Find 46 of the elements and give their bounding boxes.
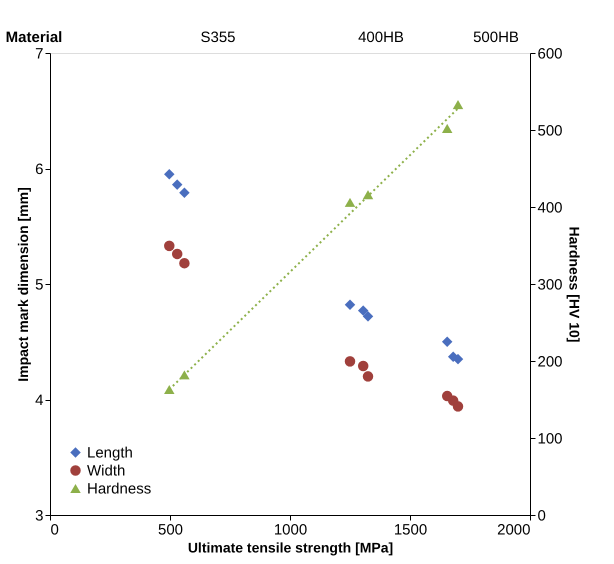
point bbox=[172, 179, 182, 190]
point bbox=[442, 124, 452, 133]
y-tick-label: 3 bbox=[35, 508, 44, 524]
y-tick-label: 4 bbox=[35, 392, 44, 409]
y2-tick-label: 200 bbox=[538, 354, 563, 370]
text: Material bbox=[6, 29, 62, 46]
text: 500HB bbox=[473, 29, 519, 46]
y-tick-label: 5 bbox=[35, 276, 44, 294]
point bbox=[172, 248, 182, 260]
y-tick-label: 6 bbox=[35, 161, 44, 178]
y2-tick-label: 0 bbox=[538, 508, 546, 524]
y2-tick-label: 100 bbox=[538, 430, 563, 448]
point bbox=[442, 336, 452, 347]
point bbox=[452, 100, 464, 110]
legend-label: Hardness bbox=[87, 480, 152, 498]
point bbox=[164, 384, 175, 394]
legend-label: Length bbox=[87, 444, 133, 462]
x-axis-title: Ultimate tensile strength [MPa] bbox=[188, 540, 394, 556]
legend-label: Width bbox=[87, 462, 126, 480]
x-tick-label: 0 bbox=[50, 522, 59, 538]
text: S355 bbox=[200, 29, 236, 46]
y-tick-label: 7 bbox=[35, 46, 44, 62]
text: 400HB bbox=[358, 29, 404, 46]
point bbox=[164, 240, 175, 252]
point bbox=[452, 401, 464, 412]
x-tick-label: 1500 bbox=[394, 522, 428, 538]
point bbox=[362, 371, 374, 382]
point bbox=[344, 356, 356, 367]
y2-tick-label: 500 bbox=[538, 122, 563, 140]
x-tick-label: 2000 bbox=[497, 522, 530, 538]
point bbox=[358, 305, 368, 316]
y2-tick-label: 300 bbox=[538, 276, 563, 294]
point bbox=[452, 354, 464, 364]
x-tick-label: 500 bbox=[158, 522, 184, 538]
point bbox=[344, 300, 356, 310]
point bbox=[358, 360, 368, 372]
y2-tick-label: 600 bbox=[538, 46, 563, 62]
point bbox=[179, 258, 190, 268]
point bbox=[179, 188, 190, 198]
y-axis-title: Impact mark dimension [mm] bbox=[15, 187, 32, 382]
y2-axis-title: Hardness [HV 10] bbox=[566, 226, 583, 342]
point bbox=[344, 198, 356, 207]
x-tick-label: 1000 bbox=[274, 522, 308, 538]
point bbox=[164, 169, 175, 180]
y2-tick-label: 400 bbox=[538, 200, 563, 216]
point bbox=[362, 311, 374, 322]
